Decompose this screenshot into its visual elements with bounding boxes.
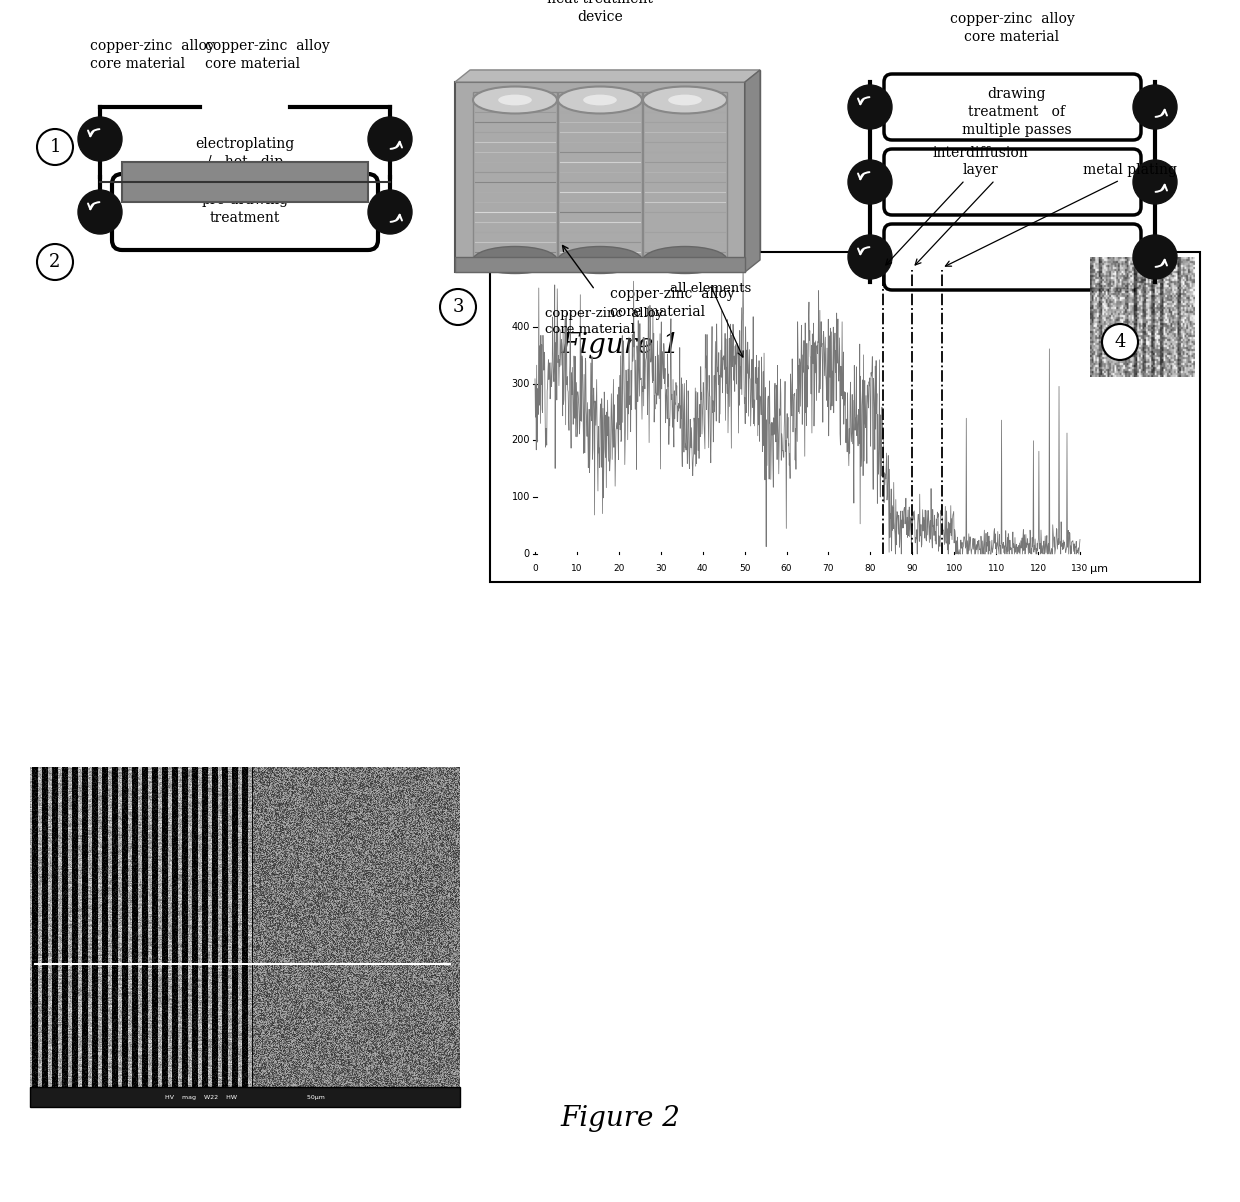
FancyBboxPatch shape [472, 93, 557, 264]
Ellipse shape [668, 95, 702, 106]
Text: 100: 100 [512, 492, 529, 502]
Text: Figure 1: Figure 1 [560, 332, 680, 359]
FancyBboxPatch shape [470, 70, 760, 260]
FancyBboxPatch shape [455, 82, 745, 272]
FancyBboxPatch shape [644, 93, 727, 264]
Ellipse shape [583, 95, 616, 106]
Text: metal plating: metal plating [1083, 163, 1177, 177]
Circle shape [368, 190, 412, 234]
Ellipse shape [498, 95, 532, 106]
Circle shape [1133, 160, 1177, 204]
Text: 200: 200 [511, 435, 529, 446]
Text: 90: 90 [906, 564, 918, 573]
Text: 130: 130 [1071, 564, 1089, 573]
Circle shape [1133, 85, 1177, 129]
Circle shape [1102, 325, 1138, 361]
Ellipse shape [558, 87, 642, 113]
Text: 300: 300 [512, 379, 529, 388]
Text: 500: 500 [511, 264, 529, 275]
Text: heat treatment
device: heat treatment device [547, 0, 653, 24]
Polygon shape [745, 70, 760, 272]
FancyBboxPatch shape [558, 93, 642, 264]
Text: copper-zinc  alloy
core material: copper-zinc alloy core material [950, 12, 1074, 44]
Text: 30: 30 [655, 564, 667, 573]
Text: 50: 50 [739, 564, 750, 573]
Circle shape [848, 236, 892, 279]
Text: 20: 20 [613, 564, 625, 573]
Ellipse shape [558, 246, 642, 274]
Text: copper-zinc  alloy
core material: copper-zinc alloy core material [546, 307, 663, 337]
Text: 0: 0 [523, 549, 529, 559]
Text: HV    mag    W22    HW                                   50μm: HV mag W22 HW 50μm [165, 1095, 325, 1100]
Text: interdiffusion
layer: interdiffusion layer [932, 145, 1028, 177]
Circle shape [1133, 236, 1177, 279]
FancyBboxPatch shape [884, 224, 1141, 290]
Text: 0: 0 [532, 564, 538, 573]
FancyBboxPatch shape [122, 162, 368, 202]
Ellipse shape [644, 87, 727, 113]
Circle shape [37, 244, 73, 280]
Text: 1: 1 [50, 138, 61, 156]
Text: μm: μm [1090, 564, 1109, 575]
FancyBboxPatch shape [884, 149, 1141, 215]
Text: drawing
treatment   of
multiple passes: drawing treatment of multiple passes [962, 87, 1071, 137]
Polygon shape [455, 70, 760, 82]
Text: pre-drawing
treatment: pre-drawing treatment [201, 192, 289, 225]
Text: 4: 4 [1115, 333, 1126, 351]
Text: copper-zinc  alloy
core material: copper-zinc alloy core material [91, 38, 215, 71]
Ellipse shape [644, 246, 727, 274]
Text: 400: 400 [512, 322, 529, 332]
Text: 120: 120 [1029, 564, 1047, 573]
Text: copper-zinc  alloy
core material: copper-zinc alloy core material [610, 287, 735, 320]
Text: all elements: all elements [670, 282, 751, 294]
Text: 10: 10 [572, 564, 583, 573]
Text: 60: 60 [781, 564, 792, 573]
Circle shape [848, 85, 892, 129]
FancyBboxPatch shape [455, 257, 745, 272]
FancyBboxPatch shape [112, 174, 378, 250]
Text: 2: 2 [50, 252, 61, 270]
Circle shape [440, 288, 476, 325]
Circle shape [78, 117, 122, 161]
Text: 70: 70 [822, 564, 835, 573]
Ellipse shape [472, 87, 557, 113]
Text: 3: 3 [453, 298, 464, 316]
FancyBboxPatch shape [30, 1087, 460, 1107]
Text: electroplating
/   hot   dip
plating device: electroplating / hot dip plating device [195, 137, 295, 188]
Circle shape [848, 160, 892, 204]
Circle shape [78, 190, 122, 234]
Circle shape [37, 129, 73, 165]
Text: 40: 40 [697, 564, 708, 573]
Text: copper-zinc  alloy
core material: copper-zinc alloy core material [205, 38, 330, 71]
Text: 110: 110 [987, 564, 1004, 573]
FancyBboxPatch shape [490, 252, 1200, 582]
Circle shape [368, 117, 412, 161]
Text: 80: 80 [864, 564, 877, 573]
FancyBboxPatch shape [884, 75, 1141, 139]
Ellipse shape [472, 246, 557, 274]
Text: Figure 2: Figure 2 [560, 1105, 680, 1132]
Text: 100: 100 [946, 564, 962, 573]
